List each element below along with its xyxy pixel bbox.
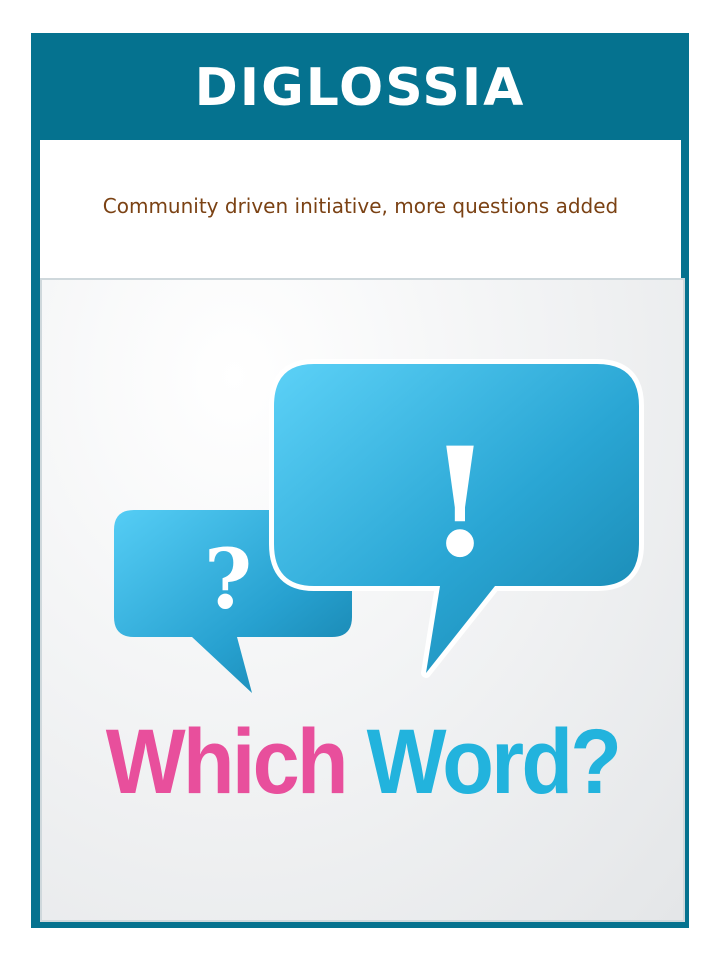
- headline-word: Word?: [366, 711, 622, 813]
- page-title: DIGLOSSIA: [194, 58, 526, 118]
- header-bar: DIGLOSSIA: [35, 33, 685, 139]
- question-mark-icon: ?: [204, 532, 252, 628]
- card-frame: DIGLOSSIA Community driven initiative, m…: [31, 33, 689, 928]
- exclamation-bubble-icon: !: [269, 359, 644, 678]
- which-word-headline: Which Word?: [68, 710, 658, 815]
- which-word-illustration: ? ! Which Word?: [40, 278, 685, 922]
- exclamation-mark-icon: !: [427, 415, 493, 591]
- speech-bubbles-graphic: ? !: [114, 359, 644, 693]
- subtitle-panel: Community driven initiative, more questi…: [40, 140, 681, 278]
- headline-which: Which: [105, 711, 349, 813]
- subtitle-text: Community driven initiative, more questi…: [102, 194, 619, 218]
